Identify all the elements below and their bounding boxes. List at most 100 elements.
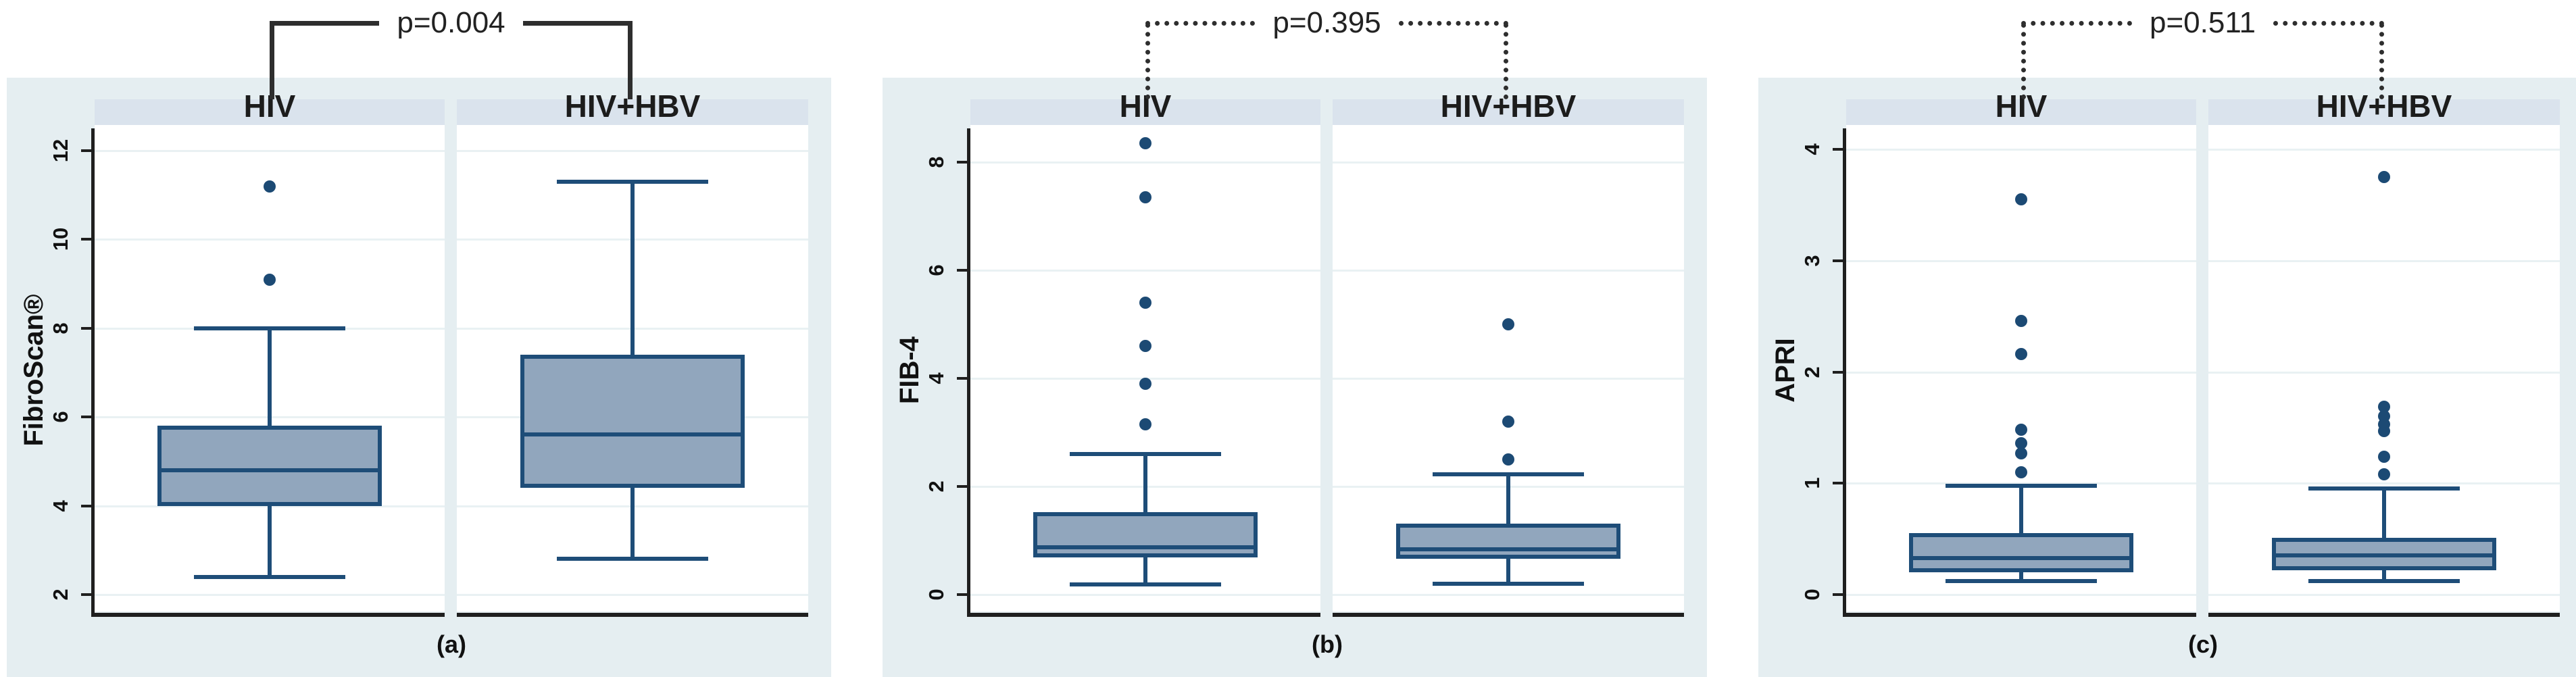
panel-a: HIV HIV+HBV 2 4 6 8 10 12 FibroScan® (a) bbox=[7, 78, 831, 677]
group-header-strip bbox=[2208, 99, 2560, 125]
p-value-label: p=0.395 bbox=[1272, 6, 1381, 39]
panel-letter: (a) bbox=[437, 630, 466, 658]
y-tick-label: 1 bbox=[1800, 477, 1824, 489]
whisker-upper-cap bbox=[1433, 472, 1584, 477]
outlier-dot bbox=[1139, 191, 1151, 203]
gridline bbox=[970, 161, 1320, 164]
whisker-lower-stem bbox=[2382, 570, 2386, 582]
outlier-dot bbox=[264, 180, 276, 193]
gridline bbox=[1846, 594, 2196, 596]
gridline bbox=[1333, 594, 1684, 596]
whisker-upper-stem bbox=[630, 181, 635, 355]
panel-b: HIV HIV+HBV 0 2 4 6 8 FIB-4 (b) bbox=[883, 78, 1707, 677]
whisker-lower-cap bbox=[194, 574, 345, 579]
bracket-line-right bbox=[522, 20, 633, 26]
y-tick-mark bbox=[957, 269, 967, 272]
y-axis-line bbox=[91, 128, 95, 617]
bracket-line-left bbox=[2021, 20, 2132, 26]
gridline bbox=[457, 594, 808, 596]
outlier-dot bbox=[1139, 297, 1151, 309]
panel-c: HIV HIV+HBV 0 1 2 3 4 APRI (c) bbox=[1758, 78, 2576, 677]
x-axis-line bbox=[1333, 613, 1684, 617]
y-tick-label: 4 bbox=[924, 372, 948, 384]
y-tick-label: 6 bbox=[49, 411, 72, 423]
whisker-upper-cap bbox=[1070, 452, 1221, 456]
whisker-lower-stem bbox=[2019, 572, 2023, 582]
y-tick-mark bbox=[81, 416, 91, 419]
bracket-drop-left bbox=[270, 23, 274, 99]
gridline bbox=[1333, 378, 1684, 380]
gridline bbox=[1846, 371, 2196, 374]
y-tick-label: 8 bbox=[924, 156, 948, 168]
x-axis-line bbox=[967, 613, 1320, 617]
outlier-dot bbox=[1139, 418, 1151, 430]
gridline bbox=[2208, 594, 2560, 596]
whisker-lower-cap bbox=[557, 557, 708, 561]
median-line bbox=[1909, 555, 2133, 560]
group-header-strip bbox=[1846, 99, 2196, 125]
whisker-lower-cap bbox=[1433, 582, 1584, 586]
gridline bbox=[95, 150, 445, 152]
y-tick-label: 12 bbox=[49, 139, 72, 163]
y-tick-label: 3 bbox=[1800, 255, 1824, 267]
y-tick-mark bbox=[1833, 482, 1843, 485]
y-tick-mark bbox=[81, 149, 91, 152]
y-tick-mark bbox=[81, 593, 91, 596]
outlier-dot bbox=[2015, 348, 2027, 361]
iqr-box bbox=[520, 355, 745, 488]
x-axis-line bbox=[457, 613, 808, 617]
whisker-upper-stem bbox=[268, 328, 272, 426]
iqr-box bbox=[1396, 524, 1620, 559]
outlier-dot bbox=[2378, 468, 2390, 481]
whisker-upper-cap bbox=[1946, 483, 2097, 488]
gridline bbox=[1333, 270, 1684, 272]
gridline bbox=[970, 594, 1320, 596]
iqr-box bbox=[1909, 533, 2133, 573]
y-tick-mark bbox=[81, 326, 91, 330]
group-header-strip bbox=[1333, 99, 1684, 125]
whisker-upper-cap bbox=[2308, 486, 2460, 491]
outlier-dot bbox=[2015, 466, 2027, 478]
gridline bbox=[2208, 149, 2560, 151]
y-tick-mark bbox=[1833, 593, 1843, 596]
gridline bbox=[970, 270, 1320, 272]
y-tick-label: 0 bbox=[1800, 588, 1824, 601]
outlier-dot bbox=[1502, 453, 1514, 466]
group-label: HIV+HBV bbox=[1440, 89, 1577, 124]
significance-bracket: p=0.004 bbox=[270, 5, 633, 41]
whisker-upper-cap bbox=[557, 179, 708, 184]
whisker-lower-cap bbox=[1070, 582, 1221, 586]
outlier-dot bbox=[2015, 314, 2027, 327]
y-axis-line bbox=[967, 128, 970, 617]
gridline bbox=[457, 150, 808, 152]
y-axis-title: APRI bbox=[1770, 337, 1800, 403]
y-tick-mark bbox=[1833, 148, 1843, 151]
bracket-line-left bbox=[270, 20, 380, 26]
outlier-dot bbox=[1502, 318, 1514, 330]
median-line bbox=[520, 432, 745, 437]
iqr-box bbox=[157, 426, 382, 506]
bracket-line-left bbox=[1145, 20, 1256, 26]
whisker-upper-stem bbox=[2382, 488, 2386, 538]
outlier-dot bbox=[2015, 436, 2027, 449]
group-header-strip bbox=[457, 99, 808, 125]
y-tick-label: 2 bbox=[1800, 366, 1824, 378]
gridline bbox=[2208, 371, 2560, 374]
significance-bracket: p=0.511 bbox=[2021, 5, 2385, 41]
whisker-lower-stem bbox=[1506, 559, 1510, 584]
iqr-box bbox=[1033, 511, 1258, 557]
outlier-dot bbox=[2015, 193, 2027, 206]
outlier-dot bbox=[2378, 400, 2390, 413]
gridline bbox=[95, 239, 445, 241]
whisker-lower-cap bbox=[1946, 579, 2097, 584]
outlier-dot bbox=[2378, 410, 2390, 423]
p-value-label: p=0.511 bbox=[2150, 6, 2256, 39]
x-axis-line bbox=[91, 613, 445, 617]
median-line bbox=[1396, 547, 1620, 551]
y-tick-mark bbox=[1833, 259, 1843, 262]
y-tick-label: 8 bbox=[49, 322, 72, 334]
y-tick-mark bbox=[1833, 370, 1843, 374]
y-tick-mark bbox=[957, 377, 967, 380]
gridline bbox=[2208, 482, 2560, 485]
